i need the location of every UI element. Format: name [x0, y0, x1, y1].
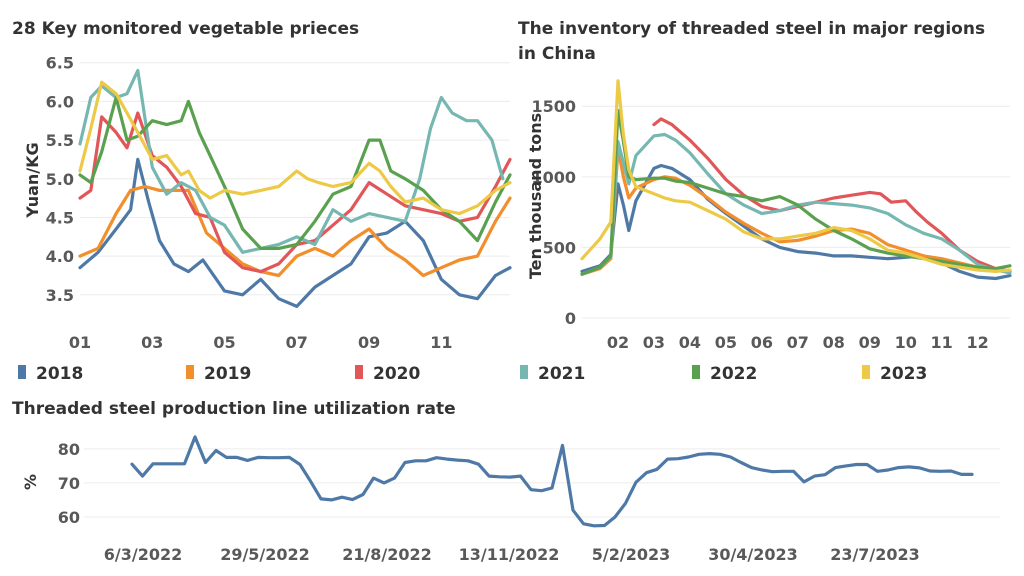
steel-inventory-grid: [582, 105, 1010, 319]
veg-x-tick: 09: [358, 333, 380, 352]
veg-chart-title: 28 Key monitored vegetable prieces: [12, 19, 359, 39]
legend-label-2021: 2021: [538, 364, 585, 384]
legend-swatch-2021: [520, 365, 528, 379]
veg-y-tick: 6.5: [46, 54, 74, 73]
veg-series-2019: [78, 184, 512, 278]
inventory-y-tick: 0: [565, 309, 576, 328]
utilization-lines: [130, 435, 974, 528]
veg-x-tick: 11: [430, 333, 452, 352]
legend-swatch-2022: [692, 365, 700, 379]
inventory-y-tick: 1000: [531, 168, 576, 187]
legend-swatch-2020: [355, 365, 363, 379]
inventory-series-2020: [652, 117, 1012, 273]
utilization-x-tick: 29/5/2022: [220, 545, 310, 564]
utilization-series-line: [130, 435, 974, 528]
inventory-y-tick: 500: [543, 238, 576, 257]
veg-y-tick: 5.0: [46, 170, 74, 189]
inventory-series-2021: [580, 132, 1012, 276]
veg-series-2021: [78, 68, 505, 254]
utilization-x-tick: 30/4/2023: [708, 545, 798, 564]
legend-swatch-2019: [186, 365, 194, 379]
inventory-x-tick: 11: [931, 333, 953, 352]
veg-y-tick: 4.5: [46, 208, 74, 227]
utilization-x-ticks: 6/3/2022 29/5/2022 21/8/2022 13/11/2022 5/2/…: [104, 545, 920, 564]
inventory-x-tick: 07: [787, 333, 809, 352]
legend-label-2023: 2023: [880, 364, 927, 384]
utilization-grid: [84, 448, 1000, 518]
inventory-x-tick: 09: [859, 333, 881, 352]
legend-swatch-2018: [18, 365, 26, 379]
steel-inventory-lines: [580, 79, 1012, 281]
utilization-x-tick: 23/7/2023: [830, 545, 920, 564]
legend-label-2022: 2022: [710, 364, 757, 384]
utilization-y-label: %: [21, 474, 40, 490]
utilization-x-tick: 5/2/2023: [592, 545, 670, 564]
utilization-y-tick: 70: [58, 474, 80, 493]
veg-y-tick: 5.5: [46, 131, 74, 150]
veg-chart-lines: [78, 68, 512, 308]
steel-inventory-title-line-2: in China: [518, 44, 596, 64]
inventory-x-tick: 04: [679, 333, 701, 352]
utilization-x-tick: 6/3/2022: [104, 545, 182, 564]
legend-label-2020: 2020: [373, 364, 420, 384]
legend-swatch-2023: [862, 365, 870, 379]
veg-x-tick: 03: [141, 333, 163, 352]
legend: 2018 2019 2020 2021 2022 2023: [18, 364, 927, 384]
inventory-x-tick: 05: [715, 333, 737, 352]
veg-x-tick: 01: [69, 333, 91, 352]
veg-y-tick: 3.5: [46, 286, 74, 305]
inventory-x-tick: 06: [751, 333, 773, 352]
veg-chart-x-ticks: 01 03 05 07 09 11: [69, 333, 453, 352]
steel-inventory-x-ticks: 02 03 04 05 06 07 08 09 10 11 12: [607, 333, 989, 352]
inventory-x-tick: 10: [895, 333, 917, 352]
veg-chart-y-ticks: 3.5 4.0 4.5 5.0 5.5 6.0 6.5: [46, 54, 74, 305]
inventory-series-2019: [580, 147, 1012, 276]
legend-label-2019: 2019: [204, 364, 251, 384]
utilization-x-tick: 13/11/2022: [459, 545, 560, 564]
utilization-y-tick: 80: [58, 440, 80, 459]
veg-x-tick: 05: [213, 333, 235, 352]
inventory-x-tick: 08: [823, 333, 845, 352]
legend-label-2018: 2018: [36, 364, 83, 384]
veg-series-2020: [78, 111, 512, 274]
veg-chart-y-label: Yuan/KG: [23, 142, 42, 218]
steel-inventory-title-line-1: The inventory of threaded steel in major…: [518, 19, 985, 39]
veg-y-tick: 4.0: [46, 247, 74, 266]
utilization-chart-title: Threaded steel production line utilizati…: [12, 399, 456, 419]
utilization-y-tick: 60: [58, 508, 80, 527]
utilization-y-ticks: 60 70 80: [58, 440, 80, 527]
veg-series-2018: [78, 157, 512, 308]
veg-x-tick: 07: [286, 333, 308, 352]
inventory-series-2023: [580, 79, 1012, 273]
steel-inventory-y-label: Ten thousand tons: [526, 113, 545, 279]
veg-series-2022: [78, 95, 512, 250]
inventory-x-tick: 03: [643, 333, 665, 352]
veg-y-tick: 6.0: [46, 92, 74, 111]
inventory-x-tick: 02: [607, 333, 629, 352]
inventory-y-tick: 1500: [531, 97, 576, 116]
utilization-x-tick: 21/8/2022: [342, 545, 432, 564]
inventory-x-tick: 12: [966, 333, 988, 352]
steel-inventory-y-ticks: 0 500 1000 1500: [531, 97, 576, 328]
veg-series-2023: [78, 80, 512, 216]
